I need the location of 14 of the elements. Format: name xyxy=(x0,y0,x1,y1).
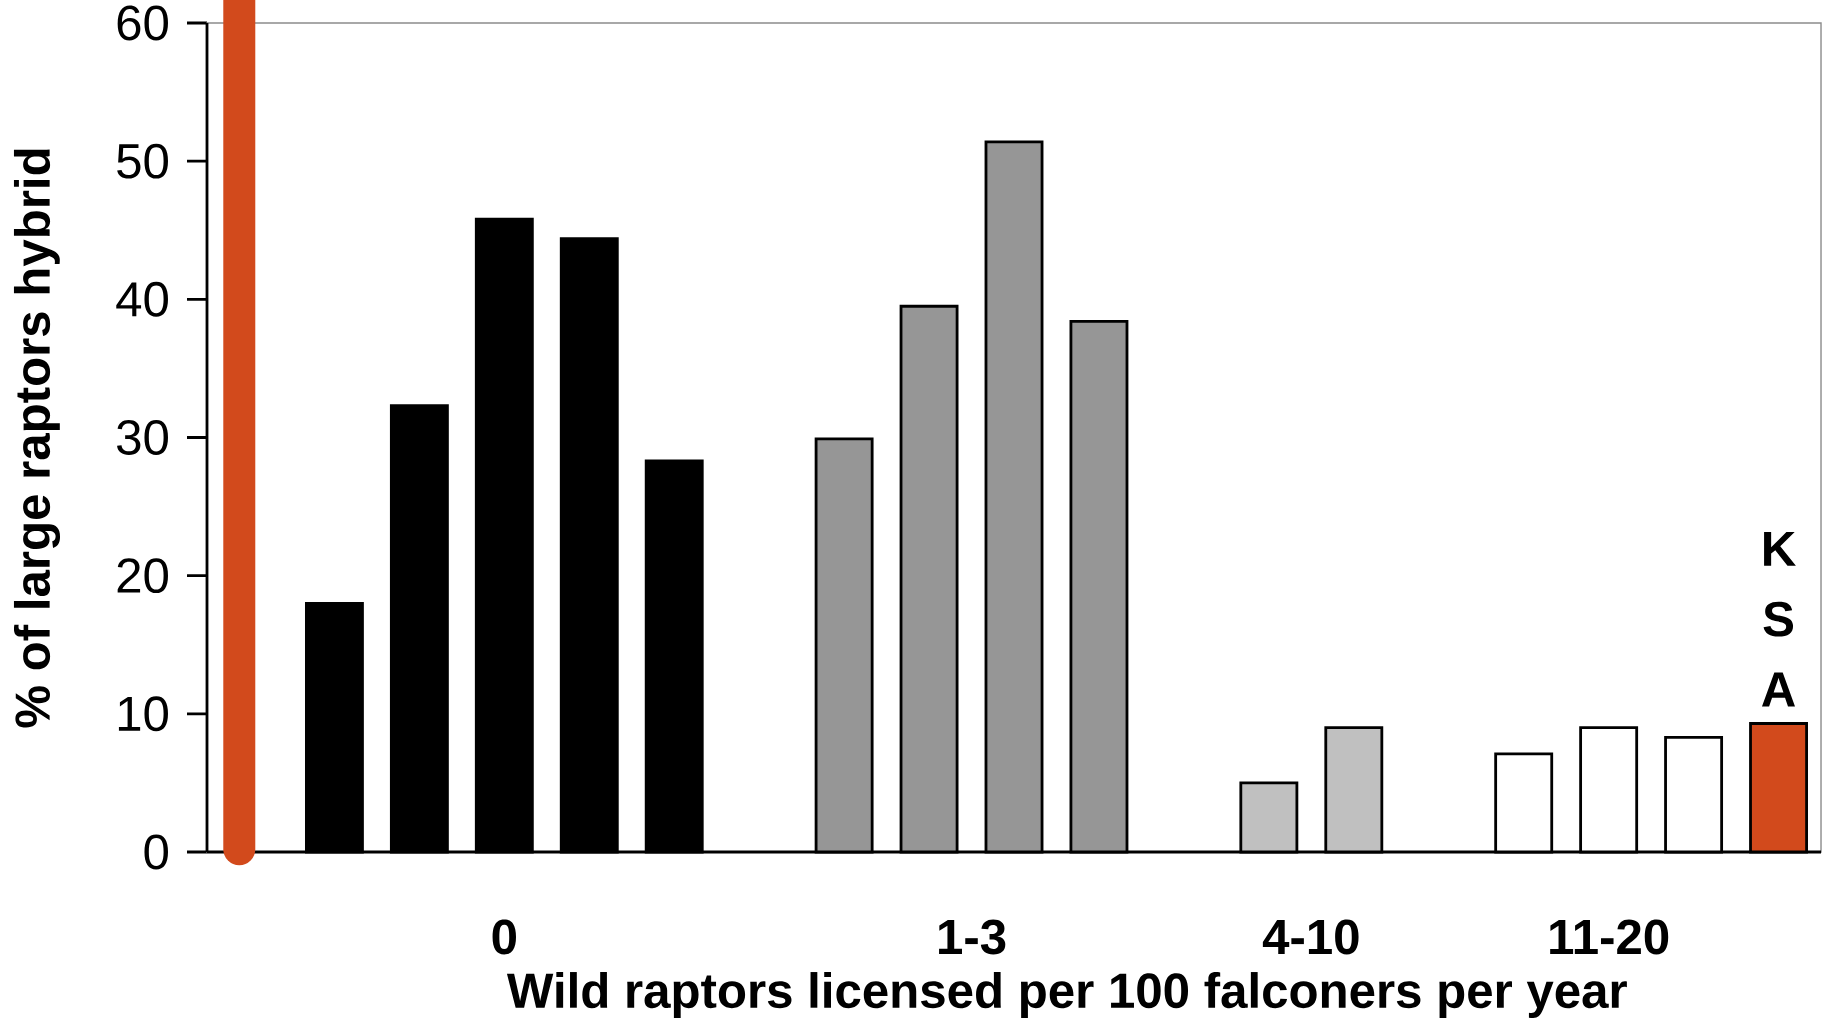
y-tick-label: 30 xyxy=(117,420,168,455)
annotation: K S A xyxy=(1761,531,1796,707)
text: 0 xyxy=(492,919,516,955)
text: 1-3 xyxy=(939,919,1006,955)
y-tick-label: 50 xyxy=(117,143,168,179)
y-tick-label: 40 xyxy=(116,281,168,317)
x-axis-title: Wild raptors licensed per 100 falconers per year xyxy=(506,972,1627,1018)
y-tick-label: 0 xyxy=(144,834,168,870)
y-tick-label: 60 xyxy=(117,5,168,41)
y-tick-label: 20 xyxy=(117,558,168,594)
text: 4-10 xyxy=(1262,919,1359,955)
text: 11-20 xyxy=(1550,919,1669,955)
y-tick-label: 10 xyxy=(118,696,168,732)
y-axis-title: % of large raptors hybrid xyxy=(13,149,61,728)
